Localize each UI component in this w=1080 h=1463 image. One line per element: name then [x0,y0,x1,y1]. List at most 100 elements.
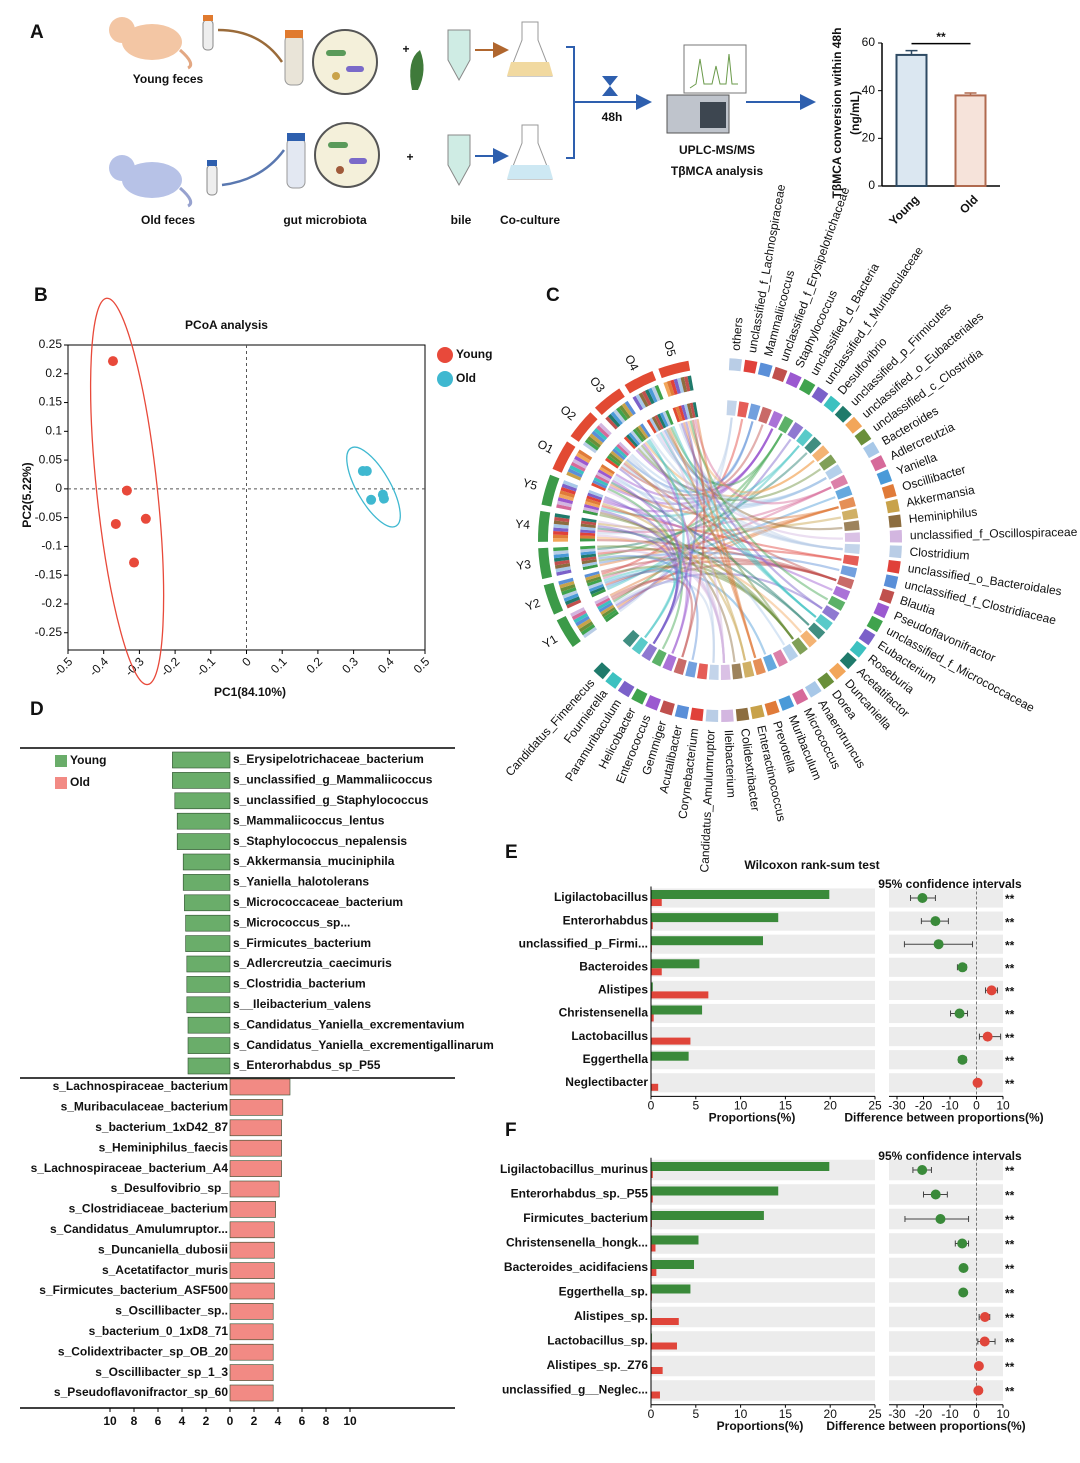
taxon-inner-arc [772,649,788,667]
sample-composition [553,520,570,526]
tube-cap [203,15,213,21]
x-tick-label: 5 [692,1407,699,1421]
taxon-inner-arc [726,400,737,416]
sample-inner-arc [582,561,598,568]
point [121,485,132,496]
y-tick-label: -0.15 [35,567,63,581]
bar [172,751,231,769]
error-bar [964,92,977,96]
y-tick-label: 0.15 [39,395,63,409]
taxon-inner-arc [696,663,708,680]
bar [651,1269,657,1276]
taxon-arc [881,483,897,499]
sample-composition [556,569,572,576]
chord-link [621,464,827,508]
category-label: Ligilactobacillus [554,890,648,904]
category-label: Neglectibacter [565,1075,648,1089]
link [217,28,284,63]
taxon-label: unclassified_f_Oscillospiraceae [910,525,1078,542]
chord-link [597,417,733,535]
chord-link [598,554,699,661]
taxon-label: Candidatus_Amulumruptor [697,729,717,872]
ci-header: 95% confidence intervals [878,1149,1022,1163]
sample-inner-arc [657,413,667,429]
tube-cap [287,133,305,141]
taxon-arc [854,428,872,446]
x-tick-label: 10 [734,1099,748,1113]
chord-link [597,527,810,626]
category-label: s_Staphylococcus_nepalensis [233,834,407,848]
category-label: s_Lachnospiraceae_bacterium_A4 [31,1161,229,1175]
sample-inner-arc [597,599,612,610]
bar [186,996,231,1014]
sample-inner-arc [594,595,610,605]
category-label: s_Duncaniella_dubosii [98,1242,228,1256]
bar [229,1160,282,1177]
group-ellipse [346,446,401,528]
sample-composition [607,413,621,428]
sample-arc [552,441,576,473]
category-label: s_Akkermansia_muciniphila [233,854,395,868]
bar [187,1037,231,1054]
chord-link [650,437,843,551]
sample-inner-arc [635,426,647,441]
taxon-arc [839,652,857,670]
category-label: Firmicutes_bacterium [523,1211,648,1225]
sample-inner-arc [692,402,699,418]
chord-link [601,418,744,576]
difference-point [958,1287,969,1298]
x-tick-label: Old [957,192,981,216]
sample-composition [554,513,570,519]
taxon-inner-arc [673,657,687,675]
sample-composition [670,379,678,395]
sample-inner-arc [580,548,596,553]
taxon-arc [750,704,765,720]
taxon-arc [866,615,883,633]
difference-point [917,1165,928,1175]
taxon-inner-arc [662,653,677,672]
feces-tube [206,164,218,196]
sample-inner-arc [580,526,596,531]
x-tick-label: 10 [734,1407,748,1421]
chord-link [597,452,808,551]
point [110,518,121,529]
diagram-label: TβMCA analysis [671,164,764,178]
taxon-inner-arc [747,403,761,421]
chord-link [611,562,837,601]
bar [186,976,231,993]
sample-composition [589,433,604,446]
panel-label: A [30,22,44,43]
y-tick-label: 0.25 [39,337,63,351]
category-label: s_Firmicutes_bacterium_ASF500 [39,1283,228,1297]
chord-link [687,420,815,494]
chord-link [619,467,682,645]
chord-link [682,422,757,659]
taxon-arc [798,378,816,396]
sample-inner-arc [684,403,691,420]
chord-link [680,422,823,610]
sample-composition [561,587,577,596]
category-label: s_Enterorhabdus_sp_P55 [233,1058,381,1072]
sample-inner-arc [580,520,597,526]
sample-composition [553,546,569,552]
row-stripe [889,1282,1003,1303]
sample-inner-arc [672,407,681,423]
sample-composition [654,384,664,401]
category-label: Christensenella_hongk... [506,1236,648,1250]
chord-link [609,506,839,597]
chord-link [655,434,827,502]
y-tick-label: -0.1 [41,539,62,553]
sample-inner-arc [580,538,596,542]
point [366,494,377,505]
category-label: unclassified_g__Neglec... [502,1383,648,1397]
category-label: s_bacterium_0_1xD8_71 [89,1324,229,1338]
sample-composition [578,621,594,633]
sample-composition [558,493,574,501]
x-tick-label: 10 [343,1414,357,1428]
chord-link [604,495,679,645]
instrument-panel [700,102,726,128]
chord-link [608,428,774,506]
x-tick-label: 5 [692,1099,699,1113]
bar [651,1051,689,1061]
chord-link [616,506,839,609]
